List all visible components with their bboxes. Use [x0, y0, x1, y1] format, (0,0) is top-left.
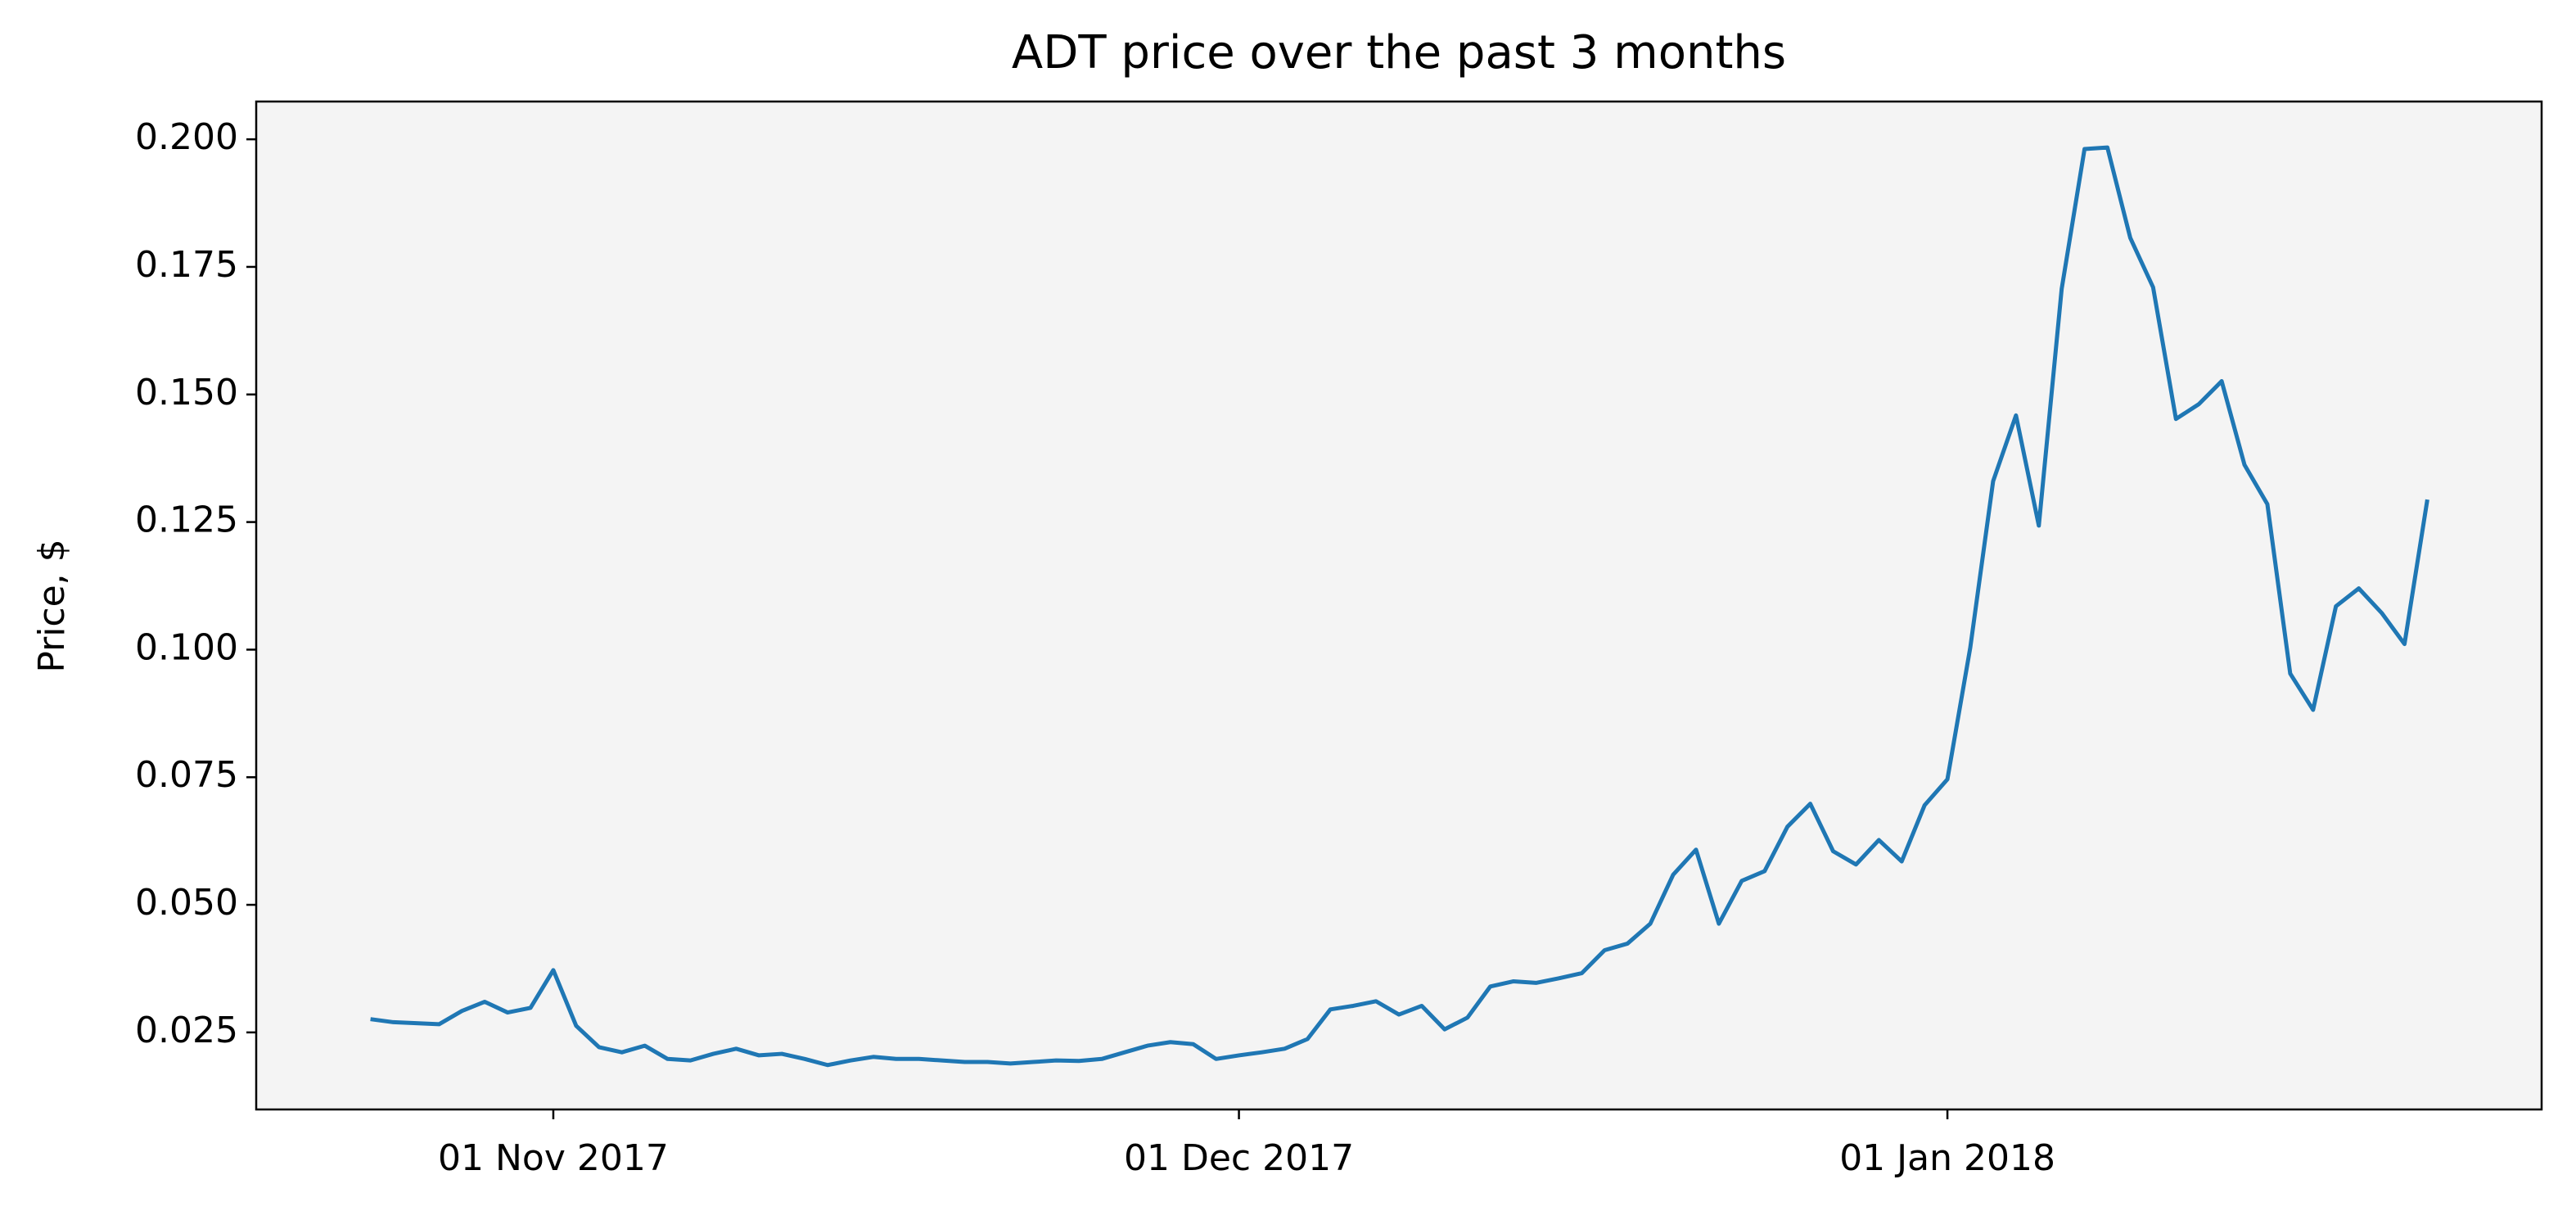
plot-area [256, 102, 2542, 1109]
y-tick-label: 0.100 [135, 626, 238, 668]
y-tick-label: 0.025 [135, 1010, 238, 1051]
y-tick-label: 0.125 [135, 499, 238, 541]
price-line [370, 145, 2429, 1068]
x-tick-label: 01 Nov 2017 [438, 1137, 669, 1179]
axes-frame [255, 100, 2543, 1111]
chart-title: ADT price over the past 3 months [1012, 26, 1786, 79]
y-axis-label: Price, $ [31, 539, 73, 672]
y-tick-label: 0.175 [135, 244, 238, 286]
x-tick-label: 01 Dec 2017 [1124, 1137, 1354, 1179]
x-tick-label: 01 Jan 2018 [1839, 1137, 2055, 1179]
y-tick-label: 0.075 [135, 754, 238, 796]
y-tick-label: 0.150 [135, 372, 238, 413]
y-tick-label: 0.200 [135, 116, 238, 158]
y-tick-label: 0.050 [135, 882, 238, 924]
